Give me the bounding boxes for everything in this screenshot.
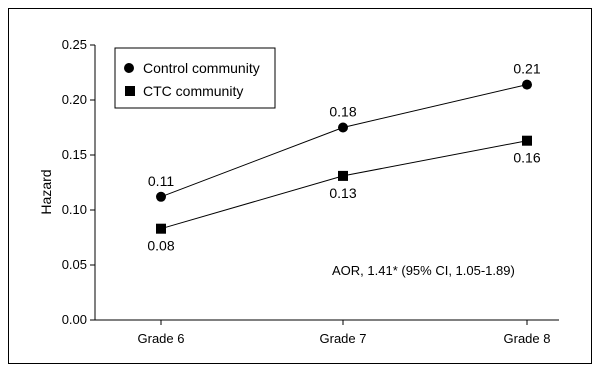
- x-tick-label: Grade 6: [138, 331, 185, 346]
- aor-annotation: AOR, 1.41* (95% CI, 1.05-1.89): [332, 263, 515, 278]
- x-tick-label: Grade 7: [320, 331, 367, 346]
- legend-label-ctc: CTC community: [143, 83, 243, 99]
- legend-box: [114, 47, 276, 109]
- data-label-ctc: 0.08: [147, 238, 174, 254]
- data-labels: 0.11 0.18 0.21 0.08 0.13 0.16: [147, 61, 540, 254]
- y-tick-label: 0.10: [62, 202, 87, 217]
- legend-label-control: Control community: [143, 60, 260, 76]
- point-ctc: [522, 135, 532, 146]
- series-points: [156, 79, 532, 234]
- y-tick-label: 0.15: [62, 147, 87, 162]
- point-ctc: [338, 170, 348, 181]
- axes: 0.00 0.05 0.10 0.15 0.20 0.25 Grade 6 Grade 7 Gr…: [62, 37, 559, 346]
- y-axis-title: Hazard: [38, 169, 54, 214]
- hazard-line-chart: Control community CTC community Hazard A…: [38, 37, 559, 346]
- point-control: [522, 79, 532, 90]
- point-ctc: [156, 223, 166, 234]
- y-tick-label: 0.25: [62, 37, 87, 52]
- point-control: [338, 122, 348, 133]
- data-label-control: 0.18: [329, 104, 356, 120]
- data-label-control: 0.11: [148, 173, 174, 189]
- x-tick-label: Grade 8: [504, 331, 551, 346]
- chart-frame: Control community CTC community Hazard A…: [8, 8, 592, 364]
- legend: Control community CTC community: [114, 47, 276, 109]
- y-tick-label: 0.05: [62, 257, 87, 272]
- y-tick-label: 0.20: [62, 92, 87, 107]
- data-label-ctc: 0.13: [329, 185, 356, 201]
- legend-marker-control: [124, 63, 134, 73]
- data-label-control: 0.21: [513, 61, 540, 77]
- point-control: [156, 191, 166, 202]
- y-tick-label: 0.00: [62, 312, 87, 327]
- data-label-ctc: 0.16: [513, 150, 540, 166]
- legend-marker-ctc: [125, 86, 135, 96]
